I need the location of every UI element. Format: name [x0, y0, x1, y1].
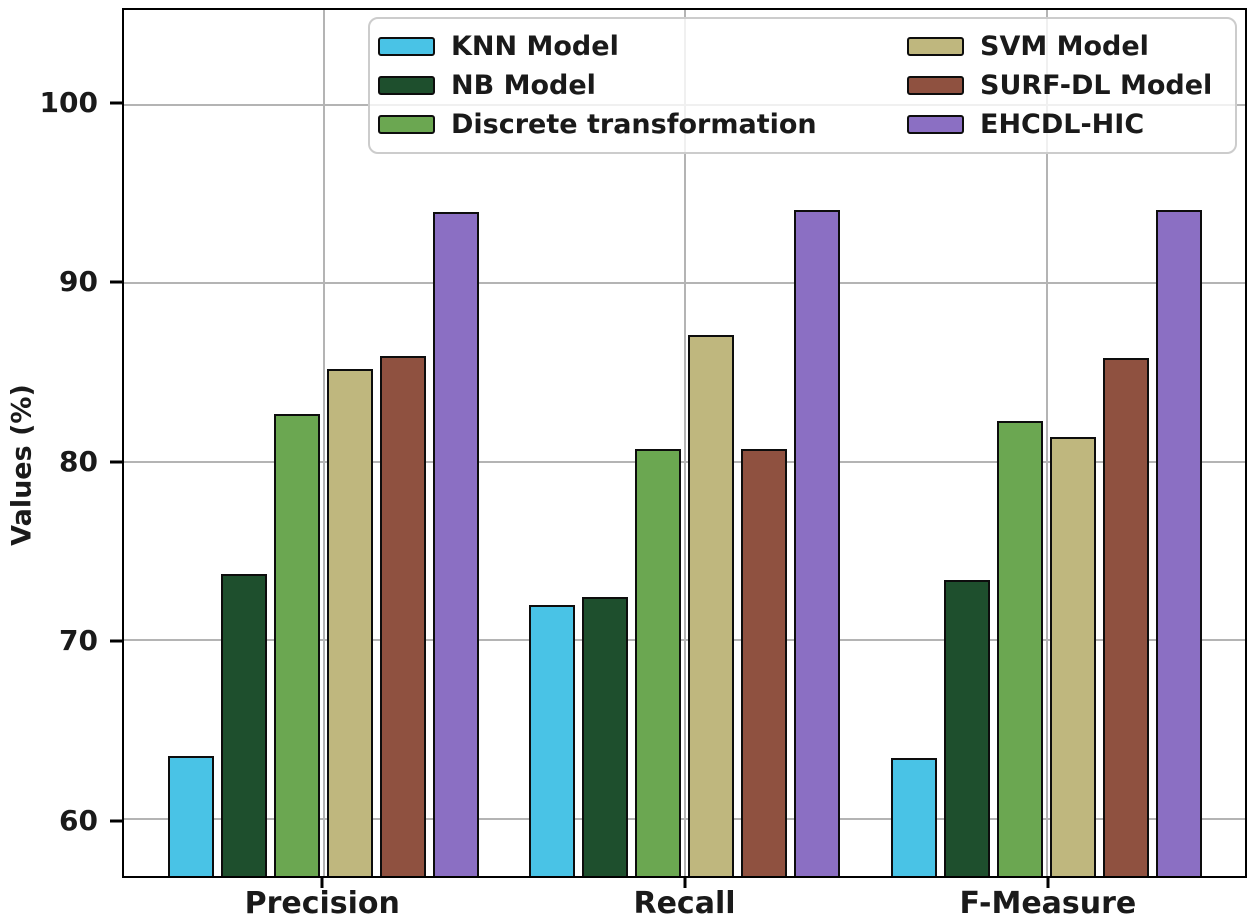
bar [944, 579, 991, 876]
x-tick-label-2: F-Measure [959, 886, 1137, 921]
bar [635, 449, 681, 876]
legend-swatch [907, 76, 964, 95]
bar [1156, 209, 1203, 876]
bar-group-0 [168, 10, 480, 876]
gridline-x-1 [683, 10, 686, 876]
y-tick-100 [110, 101, 122, 105]
legend-item: SURF-DL Model [907, 66, 1225, 105]
y-tick-80 [110, 460, 122, 464]
bar [891, 758, 938, 876]
legend-item: KNN Model [378, 27, 907, 66]
legend-label: SURF-DL Model [980, 70, 1213, 101]
legend: KNN Model NB Model Discrete transformation… [368, 17, 1237, 154]
legend-swatch [378, 115, 435, 134]
legend-item: EHCDL-HIC [907, 105, 1225, 144]
bar [380, 356, 427, 876]
y-axis: 100 90 80 70 60 [0, 8, 122, 878]
x-tick-label-1: Recall [633, 886, 736, 921]
bar [688, 334, 734, 876]
bar-group-1 [529, 10, 840, 876]
bar [1103, 358, 1150, 876]
bar [997, 420, 1044, 876]
bar [327, 368, 374, 876]
bar [1050, 436, 1097, 876]
y-axis-title: Values (%) [6, 384, 38, 546]
legend-item: NB Model [378, 66, 907, 105]
y-tick-label-70: 70 [59, 624, 98, 658]
bar [274, 413, 321, 876]
legend-label: EHCDL-HIC [980, 109, 1145, 140]
legend-swatch [378, 76, 435, 95]
bar [794, 209, 840, 876]
y-tick-label-90: 90 [59, 265, 98, 299]
legend-swatch [378, 37, 435, 56]
x-tick-1 [683, 878, 686, 888]
bar [221, 574, 268, 876]
gridline-x-2 [1045, 10, 1048, 876]
legend-label: SVM Model [980, 31, 1149, 62]
x-tick-0 [320, 878, 324, 888]
y-tick-label-80: 80 [59, 444, 98, 478]
legend-swatch [907, 37, 964, 56]
legend-label: Discrete transformation [451, 109, 817, 140]
bar [433, 211, 480, 876]
x-tick-label-0: Precision [244, 886, 400, 921]
legend-swatch [907, 115, 964, 134]
x-tick-2 [1046, 878, 1050, 888]
y-tick-label-60: 60 [59, 803, 98, 837]
bar [741, 449, 787, 876]
bar [168, 756, 215, 876]
bar-group-2 [891, 10, 1203, 876]
y-tick-60 [110, 819, 122, 823]
y-tick-70 [110, 639, 122, 643]
x-axis: Precision Recall F-Measure [122, 878, 1247, 922]
y-tick-label-100: 100 [39, 85, 98, 119]
bar [582, 597, 628, 876]
y-tick-90 [110, 280, 122, 284]
legend-label: KNN Model [451, 31, 619, 62]
legend-label: NB Model [451, 70, 596, 101]
bar [529, 604, 575, 876]
legend-item: Discrete transformation [378, 105, 907, 144]
gridline-x-0 [322, 10, 325, 876]
legend-item: SVM Model [907, 27, 1225, 66]
